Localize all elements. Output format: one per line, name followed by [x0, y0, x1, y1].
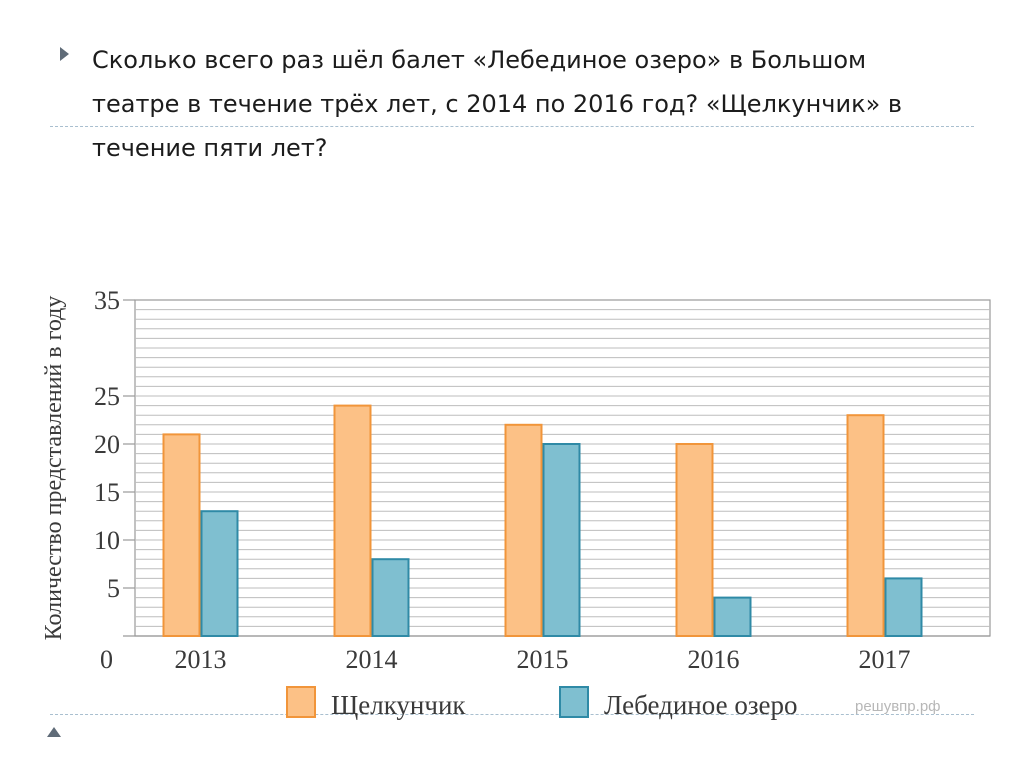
- bar-swan-lake: [884, 577, 923, 638]
- legend-swatch: [559, 686, 589, 718]
- legend-label: Щелкунчик: [331, 690, 466, 720]
- bar-nutcracker: [675, 443, 714, 637]
- x-tick-label: 2016: [688, 645, 740, 674]
- legend-label: Лебединое озеро: [604, 690, 797, 720]
- triangle-bullet-icon: [60, 47, 69, 61]
- bar-swan-lake: [713, 596, 752, 637]
- y-tick-label: 5: [107, 574, 120, 603]
- y-tick-label: 35: [94, 286, 120, 315]
- y-axis-title: Количество представлений в году: [41, 296, 67, 641]
- top-divider-line: [50, 126, 974, 127]
- chart-ticks: 0 5 10 15 20 25 35 2013 2014 2015 2016 2017: [94, 286, 911, 674]
- watermark-text: решувпр.рф: [855, 698, 941, 715]
- bar-swan-lake: [371, 558, 410, 638]
- x-tick-label: 2017: [859, 645, 911, 674]
- x-tick-label: 2015: [517, 645, 569, 674]
- chart-bars: [162, 404, 923, 638]
- y-tick-label: 20: [94, 430, 120, 459]
- bottom-divider-line: [50, 714, 974, 715]
- y-tick-label: 10: [94, 526, 120, 555]
- bar-nutcracker: [333, 404, 372, 637]
- y-tick-label: 15: [94, 478, 120, 507]
- x-tick-label: 2013: [175, 645, 227, 674]
- x-tick-label: 2014: [346, 645, 398, 674]
- bar-swan-lake: [200, 510, 239, 638]
- bar-nutcracker: [162, 433, 201, 637]
- y-tick-label: 0: [100, 645, 113, 674]
- legend-swatch: [286, 686, 316, 718]
- bar-nutcracker: [504, 423, 543, 637]
- y-tick-label: 25: [94, 382, 120, 411]
- question-text: Сколько всего раз шёл балет «Лебединое о…: [92, 46, 903, 162]
- chart-legend: Щелкунчик Лебединое озеро: [286, 686, 797, 720]
- bar-swan-lake: [542, 443, 581, 637]
- triangle-up-icon: [47, 727, 61, 737]
- bar-nutcracker: [846, 414, 885, 638]
